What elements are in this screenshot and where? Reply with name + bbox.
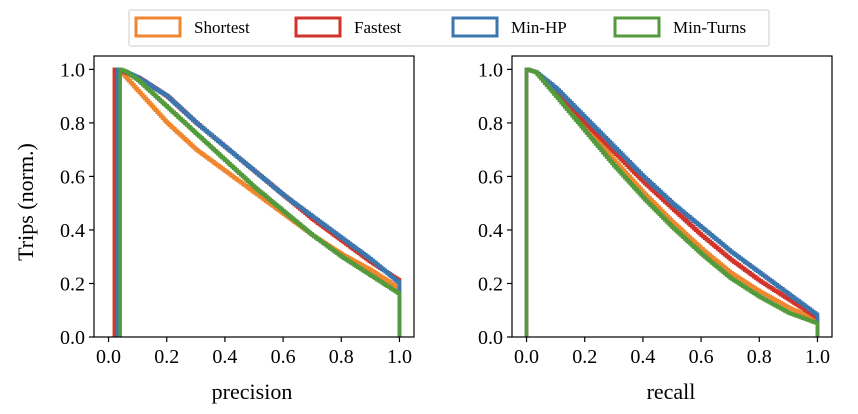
legend-entry-min-hp: Min-HP [451,16,567,38]
y-tick-label: 0.2 [478,273,503,295]
legend-label: Min-Turns [673,18,746,37]
x-tick-label: 0.6 [689,346,714,368]
x-tick-label: 0.2 [572,346,597,368]
x-axis-label-precision: precision [212,379,293,404]
legend-swatch [294,16,342,38]
recall-panel: recall 0.0 0.2 0.4 0.6 0.8 1.0 0.0 0.2 0.4 0.6 0.8… [478,55,833,404]
series-shortest-line [112,67,402,337]
legend-entry-fastest: Fastest [294,16,402,38]
plot-frame [511,55,833,338]
series-min-turns-line [118,67,402,337]
y-tick-label: 0.8 [478,113,503,135]
legend-label: Shortest [194,18,250,37]
series-min-hp-line [115,67,402,337]
legend-entry-min-turns: Min-Turns [613,16,746,38]
y-tick-label: 0.2 [60,273,85,295]
y-tick-label: 0.6 [478,166,503,188]
y-tick-label: 0.0 [60,327,85,349]
legend-swatch [451,16,499,38]
series-min-turns-line [524,67,820,337]
x-tick-label: 0.4 [212,346,237,368]
y-tick-label: 1.0 [478,59,503,81]
y-tick-label: 0.8 [60,113,85,135]
x-tick-label: 0.0 [96,346,121,368]
x-tick-label: 0.6 [271,346,296,368]
y-tick-label: 0.6 [60,166,85,188]
x-tick-label: 0.0 [514,346,539,368]
series-fastest-line [524,67,820,337]
series-min-hp-line [524,67,820,337]
legend-entry-shortest: Shortest [134,16,250,38]
x-tick-label: 1.0 [805,346,830,368]
legend-frame [128,9,770,47]
precision-panel: precision 0.0 0.2 0.4 0.6 0.8 1.0 0.0 0.2 0.4 0.6… [60,55,415,404]
y-tick-label: 0.4 [478,220,503,242]
x-axis-label-recall: recall [647,379,696,404]
legend: Shortest Fastest Min-HP Min-Turns [128,9,770,47]
x-tick-label: 0.2 [154,346,179,368]
plot-frame [93,55,415,338]
y-tick-label: 1.0 [60,59,85,81]
y-tick-label: 0.4 [60,220,85,242]
y-axis-label: Trips (norm.) [13,143,38,261]
x-tick-label: 0.4 [630,346,655,368]
legend-swatch [613,16,661,38]
x-tick-label: 0.8 [329,346,354,368]
legend-label: Fastest [354,18,402,37]
legend-label: Min-HP [511,18,567,37]
y-tick-label: 0.0 [478,327,503,349]
x-tick-label: 1.0 [387,346,412,368]
legend-swatch [134,16,182,38]
x-tick-label: 0.8 [747,346,772,368]
